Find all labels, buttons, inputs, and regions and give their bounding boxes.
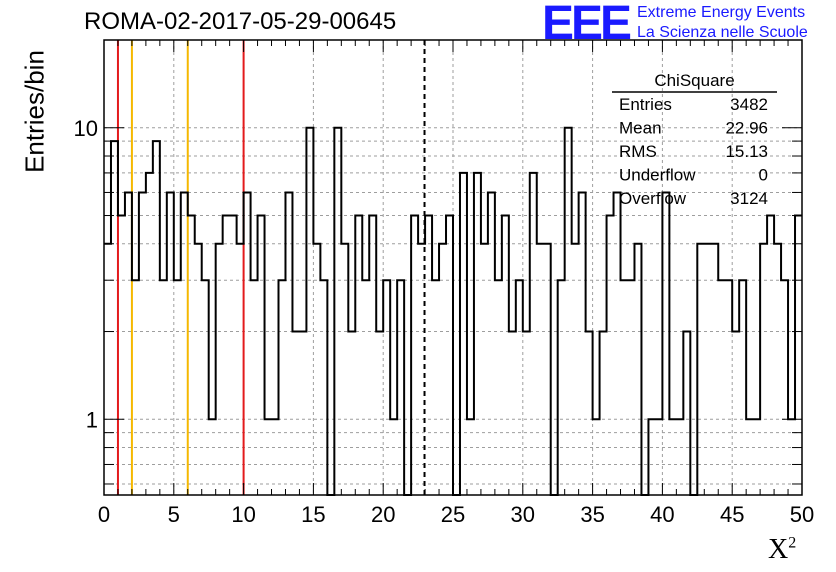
stats-value: 22.96 — [725, 119, 768, 138]
x-tick-label: 20 — [371, 502, 395, 527]
stats-value: 0 — [759, 166, 768, 185]
y-tick-label: 1 — [86, 407, 98, 432]
stats-label: Overflow — [619, 189, 687, 208]
x-tick-labels: 0 5 10 15 20 25 30 35 40 45 50 — [98, 502, 814, 527]
stats-value: 15.13 — [725, 142, 768, 161]
x-tick-label: 50 — [790, 502, 814, 527]
x-tick-label: 45 — [720, 502, 744, 527]
histogram-line — [104, 126, 802, 496]
stats-label: RMS — [619, 142, 657, 161]
chart-title: ROMA-02-2017-05-29-00645 — [84, 8, 397, 35]
logo-line-1: Extreme Energy Events — [637, 4, 806, 21]
x-tick-label: 15 — [301, 502, 325, 527]
marker-lines — [116, 40, 426, 495]
x-tick-label: 25 — [441, 502, 465, 527]
x-tick-label: 10 — [231, 502, 255, 527]
stats-label: Mean — [619, 119, 662, 138]
x-axis-label-sup: 2 — [788, 534, 797, 552]
stats-box: ChiSquare Entries 3482 Mean 22.96 RMS 15.13 Und… — [612, 71, 777, 208]
y-axis-label: Entries/bin — [19, 50, 50, 173]
stats-title: ChiSquare — [654, 71, 734, 90]
y-tick-label: 10 — [74, 116, 98, 141]
y-tick-labels: 1 10 — [74, 116, 98, 433]
logo-line-2: La Scienza nelle Scuole — [637, 24, 808, 41]
x-tick-label: 35 — [580, 502, 604, 527]
x-tick-label: 5 — [168, 502, 180, 527]
x-tick-label: 30 — [511, 502, 535, 527]
eee-logo: EEE — [542, 0, 632, 50]
stats-value: 3124 — [730, 189, 768, 208]
stats-value: 3482 — [730, 95, 768, 114]
x-axis-label: X2 — [768, 534, 796, 566]
stats-label: Entries — [619, 95, 672, 114]
axis-ticks — [103, 39, 803, 495]
stats-label: Underflow — [619, 166, 696, 185]
x-tick-label: 0 — [98, 502, 110, 527]
x-axis-label-base: X — [768, 534, 789, 565]
x-tick-label: 40 — [650, 502, 674, 527]
